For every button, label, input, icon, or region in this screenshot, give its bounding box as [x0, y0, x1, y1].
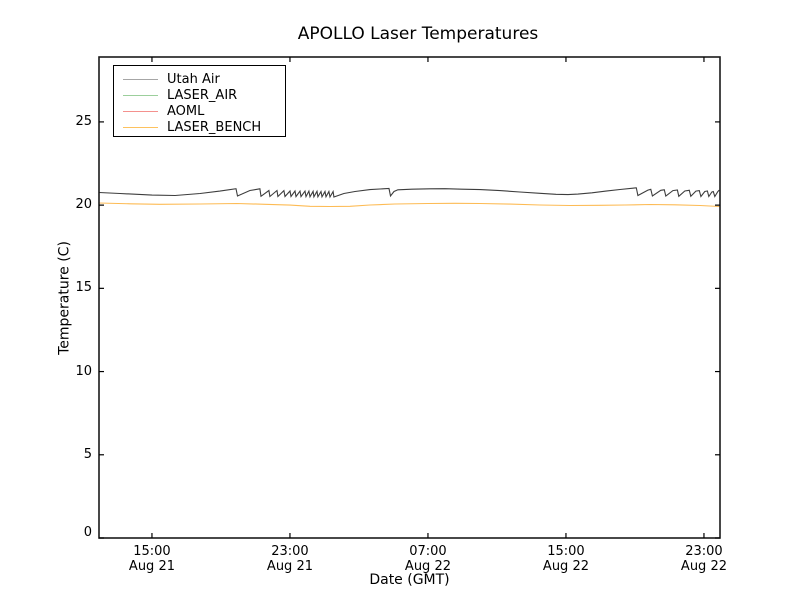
legend-line-laser-bench	[123, 126, 158, 128]
legend-label-laser-air: LASER_AIR	[167, 87, 238, 103]
x-tick-label-2: 07:00 Aug 22	[383, 544, 473, 574]
y-tick-label-3: 15	[75, 280, 92, 296]
y-tick-label-4: 20	[75, 197, 92, 213]
y-tick-label-5: 25	[75, 113, 92, 129]
y-tick-label-0: 0	[83, 525, 92, 540]
x-tick-time: 23:00	[685, 544, 723, 559]
legend-item-laser-bench: LASER_BENCH	[123, 119, 285, 135]
x-tick-label-4: 23:00 Aug 22	[659, 544, 749, 574]
x-tick-label-3: 15:00 Aug 22	[521, 544, 611, 574]
legend-line-laser-air	[123, 94, 158, 96]
series-line-utah-air	[98, 187, 720, 199]
y-tick-label-2: 10	[75, 363, 92, 379]
x-tick-date: Aug 21	[128, 559, 175, 574]
legend-line-aoml	[123, 110, 158, 112]
x-tick-date: Aug 22	[404, 559, 451, 574]
x-tick-time: 07:00	[409, 544, 447, 559]
chart-title-text: APOLLO Laser Temperatures	[297, 24, 539, 44]
data-series-lines	[98, 187, 720, 539]
series-line-laser-bench	[98, 202, 720, 208]
x-tick-time: 15:00	[133, 544, 171, 559]
legend-label-laser-bench: LASER_BENCH	[167, 119, 262, 135]
legend-item-aoml: AOML	[123, 103, 285, 119]
y-axis-label: Temperature (C)	[56, 241, 73, 355]
legend-item-laser-air: LASER_AIR	[123, 87, 285, 103]
x-tick-label-0: 15:00 Aug 21	[107, 544, 197, 574]
x-tick-date: Aug 21	[266, 559, 313, 574]
axes-frame	[98, 56, 721, 539]
x-tick-label-1: 23:00 Aug 21	[245, 544, 335, 574]
legend-item-utah-air: Utah Air	[123, 71, 285, 87]
legend-label-utah-air: Utah Air	[167, 71, 220, 87]
x-axis-label: Date (GMT)	[369, 572, 450, 588]
tick-marks	[99, 57, 720, 539]
legend-line-utah-air	[123, 78, 158, 80]
x-tick-date: Aug 22	[680, 559, 727, 574]
x-tick-time: 23:00	[271, 544, 309, 559]
x-tick-date: Aug 22	[542, 559, 589, 574]
chart-title: APOLLO Laser Temperatures	[0, 24, 800, 44]
y-tick-label-1: 5	[83, 446, 92, 462]
x-tick-time: 15:00	[547, 544, 585, 559]
legend-label-aoml: AOML	[167, 103, 205, 119]
legend-box: Utah Air LASER_AIR AOML LASER_BENCH	[113, 65, 286, 137]
